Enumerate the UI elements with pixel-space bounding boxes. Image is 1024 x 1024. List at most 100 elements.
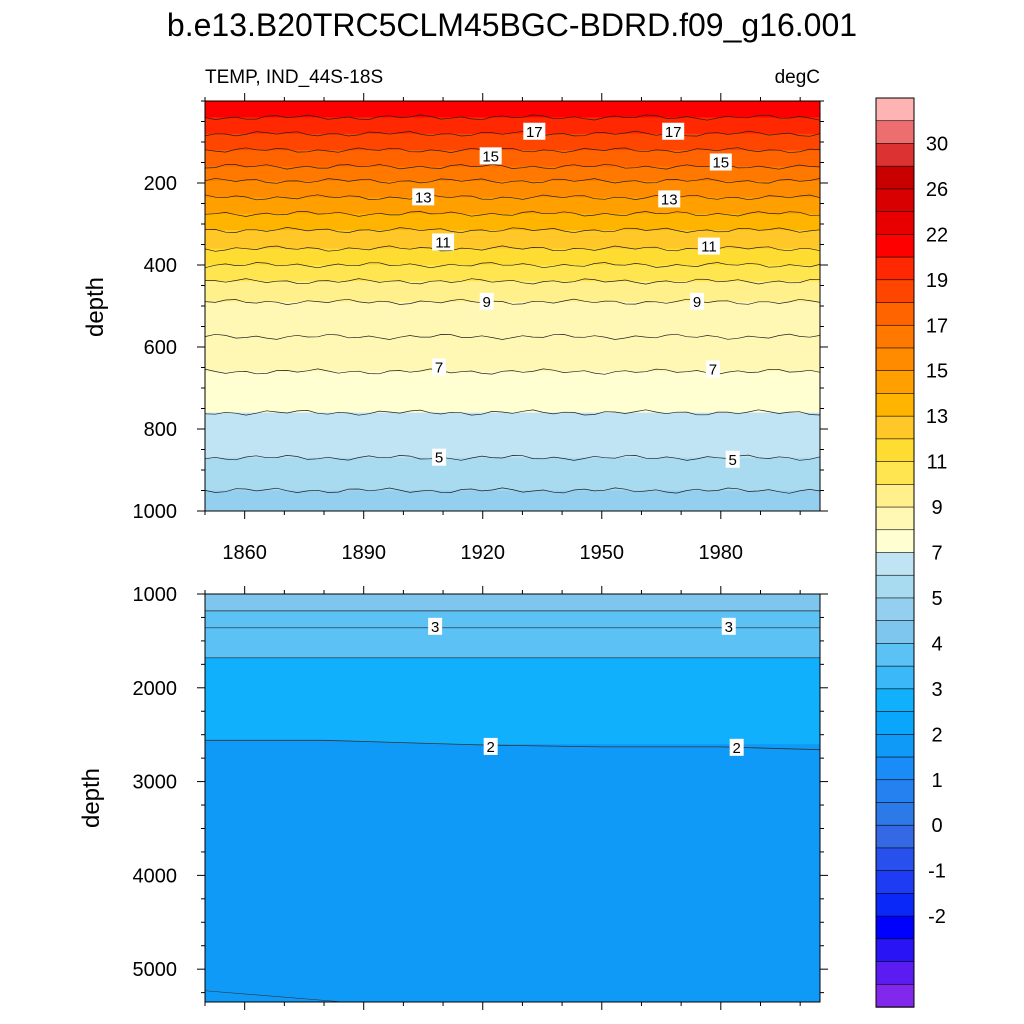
colorbar-label: 0: [931, 815, 942, 837]
upper-contour-label: 15: [712, 155, 729, 172]
upper-band-11: [205, 281, 820, 303]
upper-band-10: [205, 265, 820, 282]
upper-contour-line: [204, 177, 821, 184]
lower-band-1: [205, 610, 820, 659]
upper-band-0: [205, 101, 820, 118]
lower-ytick-label: 2000: [133, 678, 178, 700]
upper-contour-label-group: 7: [705, 360, 720, 379]
figure-title: b.e13.B20TRC5CLM45BGC-BDRD.f09_g16.001: [167, 7, 857, 43]
upper-band-5: [205, 180, 820, 198]
upper-contour-label-box: [697, 237, 720, 255]
upper-contour-label-group: 5: [725, 450, 740, 469]
lower-band-2: [205, 657, 820, 745]
colorbar-swatch: [875, 256, 915, 281]
upper-contour-label-box: [432, 233, 455, 251]
colorbar-swatch: [875, 234, 915, 258]
colorbar-swatch: [875, 279, 915, 304]
colorbar-swatch: [875, 461, 915, 486]
upper-contour-line: [204, 114, 821, 121]
lower-contour-label: 2: [733, 740, 741, 757]
lower-contour-label: 3: [725, 619, 733, 636]
upper-band-14: [205, 371, 820, 414]
upper-contour-label-group: 11: [697, 237, 720, 256]
colorbar-swatch: [875, 597, 915, 622]
colorbar-label: 1: [931, 770, 942, 792]
upper-contour-label-box: [523, 122, 546, 140]
upper-ytick-label: 600: [144, 337, 177, 359]
colorbar-swatch: [875, 393, 915, 417]
upper-contour-label-box: [479, 292, 494, 310]
colorbar-swatch: [875, 824, 915, 849]
colorbar-swatch: [875, 415, 915, 440]
upper-contour-line: [204, 409, 821, 416]
upper-contour-label: 5: [729, 452, 737, 469]
colorbar: 30 26 22 19 17 15 13 11 9 7 5 4 3 2 1 0 -1 -2: [875, 97, 948, 1008]
colorbar-swatch: [875, 484, 915, 508]
upper-contour-label: 9: [483, 294, 491, 311]
lower-contour-label-box: [428, 617, 443, 635]
colorbar-label: 7: [931, 543, 942, 565]
upper-contour-line: [204, 262, 821, 269]
upper-band-9: [205, 248, 820, 266]
colorbar-swatch: [875, 370, 915, 395]
colorbar-swatch: [875, 529, 915, 554]
colorbar-swatch: [875, 165, 915, 190]
colorbar-swatch: [875, 756, 915, 781]
colorbar-swatch: [875, 188, 915, 213]
upper-contour-label-box: [709, 153, 732, 171]
colorbar-swatch: [875, 302, 915, 326]
colorbar-label: 22: [926, 224, 948, 246]
upper-band-12: [205, 301, 820, 338]
upper-ytick-label: 200: [144, 173, 177, 195]
upper-xtick-label: 1950: [580, 542, 625, 564]
upper-contour-label: 15: [482, 148, 499, 165]
lower-contour-label: 3: [431, 619, 439, 636]
colorbar-swatch: [875, 961, 915, 985]
colorbar-swatch: [875, 665, 915, 690]
colorbar-swatch: [875, 779, 915, 804]
colorbar-swatch: [875, 438, 915, 463]
upper-contour-line: [204, 487, 821, 494]
colorbar-label: 15: [926, 361, 948, 383]
upper-contour-line: [204, 227, 821, 234]
upper-panel: 17 17 15 15 13 13 11 11 9 9 7 7 5 5 200 400 600 800 1000 18…: [133, 93, 828, 564]
lower-contour-label-group: 3: [428, 617, 443, 636]
colorbar-swatch: [875, 915, 915, 940]
colorbar-label: 26: [926, 179, 948, 201]
lower-frame: [204, 593, 821, 1003]
colorbar-label: 3: [931, 679, 942, 701]
upper-xtick-label: 1890: [341, 542, 386, 564]
upper-contour-label-group: 13: [658, 190, 681, 208]
upper-contour-line: [204, 298, 821, 305]
upper-contour-label-group: 17: [523, 122, 546, 141]
lower-band-0: [205, 594, 820, 612]
upper-contour-label-group: 9: [690, 292, 704, 311]
lower-deep-fill: [205, 740, 820, 1002]
upper-contour-label: 11: [701, 239, 717, 256]
upper-contour-label-group: 11: [432, 233, 455, 251]
colorbar-label: 30: [926, 133, 948, 155]
colorbar-swatch: [875, 574, 915, 599]
colorbar-swatch: [875, 688, 915, 713]
colorbar-label: 4: [931, 633, 942, 655]
upper-contour-label-group: 5: [432, 448, 447, 467]
upper-contour-label: 7: [435, 360, 443, 377]
lower-contour-label-box: [729, 738, 744, 756]
colorbar-label: 11: [927, 452, 948, 474]
colorbar-swatch: [875, 802, 915, 826]
colorbar-swatch: [875, 643, 915, 667]
upper-band-15: [205, 412, 820, 459]
colorbar-swatch: [875, 847, 915, 872]
colorbar-swatch: [875, 938, 915, 963]
upper-contour-label-group: 9: [479, 292, 494, 311]
upper-contour-label: 9: [693, 294, 701, 311]
lower-contour-label-group: 3: [721, 617, 736, 636]
upper-contour-label-group: 13: [412, 188, 435, 206]
colorbar-label: 9: [931, 497, 942, 519]
upper-xtick-label: 1860: [222, 542, 267, 564]
upper-contour-label-box: [705, 360, 720, 378]
colorbar-swatch: [875, 211, 915, 236]
upper-xtick-label: 1980: [699, 542, 744, 564]
upper-contour-label-box: [479, 147, 502, 165]
